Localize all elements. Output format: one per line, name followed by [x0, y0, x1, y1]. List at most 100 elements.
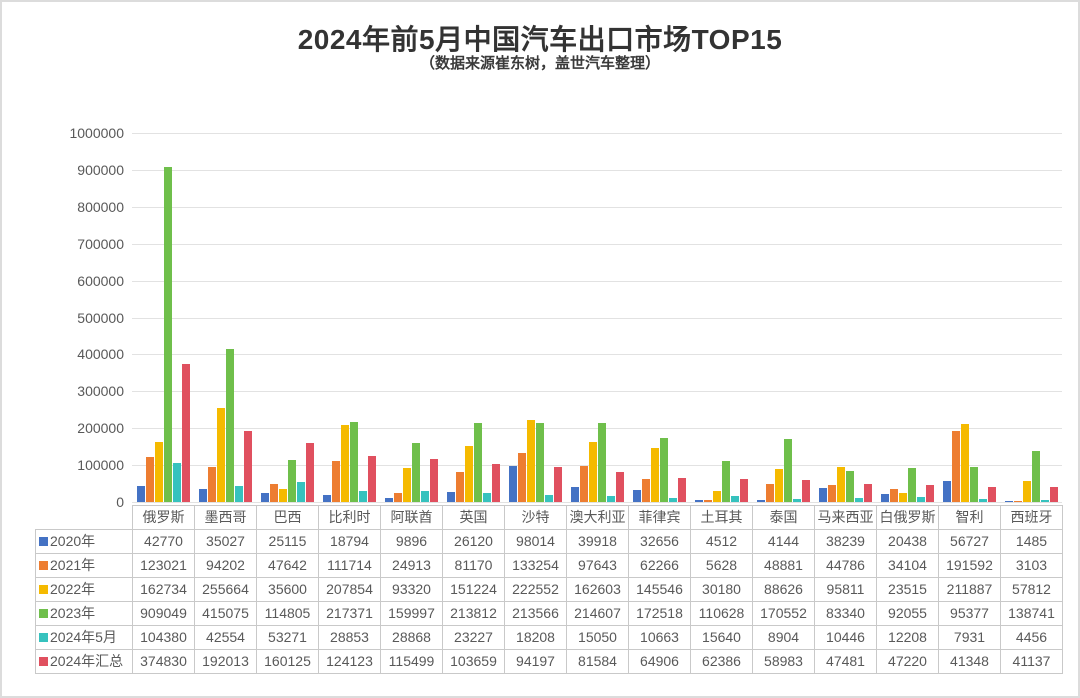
bar — [225, 349, 234, 502]
legend-color-swatch-icon — [39, 632, 48, 642]
table-cell-value: 62386 — [690, 649, 753, 674]
table-cell-value: 30180 — [690, 577, 753, 602]
bar — [473, 423, 482, 502]
table-row-label: 2024年汇总 — [35, 649, 133, 674]
bar — [154, 442, 163, 502]
table-header-category: 菲律宾 — [628, 505, 691, 530]
bar — [260, 493, 269, 502]
bar — [694, 500, 703, 502]
y-axis-tick-label: 1000000 — [69, 125, 124, 141]
bar — [1040, 500, 1049, 502]
table-cell-value: 42554 — [194, 625, 257, 650]
table-cell-value: 111714 — [318, 553, 381, 578]
table-header-category: 墨西哥 — [194, 505, 257, 530]
table-cell-value: 28868 — [380, 625, 443, 650]
legend-color-swatch-icon — [39, 608, 48, 618]
table-cell-value: 94202 — [194, 553, 257, 578]
table-cell-value: 18794 — [318, 529, 381, 554]
bar — [526, 420, 535, 502]
table-cell-value: 145546 — [628, 577, 691, 602]
bar — [774, 469, 783, 502]
table-cell-value: 38239 — [814, 529, 877, 554]
table-header-category: 比利时 — [318, 505, 381, 530]
bar — [792, 499, 801, 502]
table-cell-value: 26120 — [442, 529, 505, 554]
table-cell-value: 170552 — [752, 601, 815, 626]
bar-group — [938, 133, 1000, 502]
table-cell-value: 44786 — [814, 553, 877, 578]
y-axis-tick-label: 800000 — [77, 199, 124, 215]
table-cell-value: 7931 — [938, 625, 1001, 650]
bar — [978, 499, 987, 502]
bar-group — [256, 133, 318, 502]
bar — [234, 486, 243, 502]
table-cell-value: 213812 — [442, 601, 505, 626]
bar — [739, 479, 748, 502]
table-cell-value: 94197 — [504, 649, 567, 674]
table-cell-value: 5628 — [690, 553, 753, 578]
table-cell-value: 41348 — [938, 649, 1001, 674]
table-cell-value: 9896 — [380, 529, 443, 554]
table-header-category: 智利 — [938, 505, 1001, 530]
table-cell-value: 162603 — [566, 577, 629, 602]
table-cell-value: 93320 — [380, 577, 443, 602]
bar-group — [442, 133, 504, 502]
table-cell-value: 124123 — [318, 649, 381, 674]
bar — [367, 456, 376, 502]
table-header-category: 澳大利亚 — [566, 505, 629, 530]
bar — [801, 480, 810, 502]
table-cell-value: 83340 — [814, 601, 877, 626]
table-row: 2020年 42770 35027 25115 18794 9896 26120 98014 3… — [35, 529, 1063, 554]
bar — [907, 468, 916, 502]
bar — [508, 466, 517, 502]
bar — [880, 494, 889, 502]
table-cell-value: 213566 — [504, 601, 567, 626]
bar — [925, 485, 934, 502]
table-cell-value: 4456 — [1000, 625, 1063, 650]
bar — [535, 423, 544, 502]
bar — [1004, 501, 1013, 502]
bar — [287, 460, 296, 502]
table-row: 2024年汇总 374830 192013 160125 124123 115499 103… — [35, 649, 1063, 674]
gridline — [132, 133, 1062, 134]
table-cell-value: 34104 — [876, 553, 939, 578]
bar — [712, 491, 721, 502]
plot-area — [132, 133, 1062, 503]
table-cell-value: 151224 — [442, 577, 505, 602]
table-cell-value: 24913 — [380, 553, 443, 578]
bar — [358, 491, 367, 502]
table-header-category: 沙特 — [504, 505, 567, 530]
legend-color-swatch-icon — [39, 560, 48, 570]
table-corner-cell — [36, 506, 133, 530]
bar — [393, 493, 402, 502]
y-axis-tick-label: 0 — [116, 494, 124, 510]
table-cell-value: 35600 — [256, 577, 319, 602]
bar — [960, 424, 969, 502]
y-axis-tick-label: 200000 — [77, 420, 124, 436]
gridline — [132, 318, 1062, 319]
table-cell-value: 47642 — [256, 553, 319, 578]
bar — [756, 500, 765, 502]
bar — [606, 496, 615, 502]
table-cell-value: 192013 — [194, 649, 257, 674]
table-cell-value: 160125 — [256, 649, 319, 674]
table-cell-value: 81170 — [442, 553, 505, 578]
table-cell-value: 64906 — [628, 649, 691, 674]
bar-group — [566, 133, 628, 502]
bar — [411, 443, 420, 502]
bar — [916, 497, 925, 502]
bar — [296, 482, 305, 502]
bar — [305, 443, 314, 502]
bar — [322, 495, 331, 502]
table-cell-value: 217371 — [318, 601, 381, 626]
table-cell-value: 25115 — [256, 529, 319, 554]
bar-group — [132, 133, 194, 502]
bar-group — [504, 133, 566, 502]
y-axis-tick-label: 100000 — [77, 457, 124, 473]
table-row-label: 2024年5月 — [35, 625, 133, 650]
gridline — [132, 170, 1062, 171]
table-cell-value: 191592 — [938, 553, 1001, 578]
table-header-category: 俄罗斯 — [132, 505, 195, 530]
bar — [1022, 481, 1031, 502]
